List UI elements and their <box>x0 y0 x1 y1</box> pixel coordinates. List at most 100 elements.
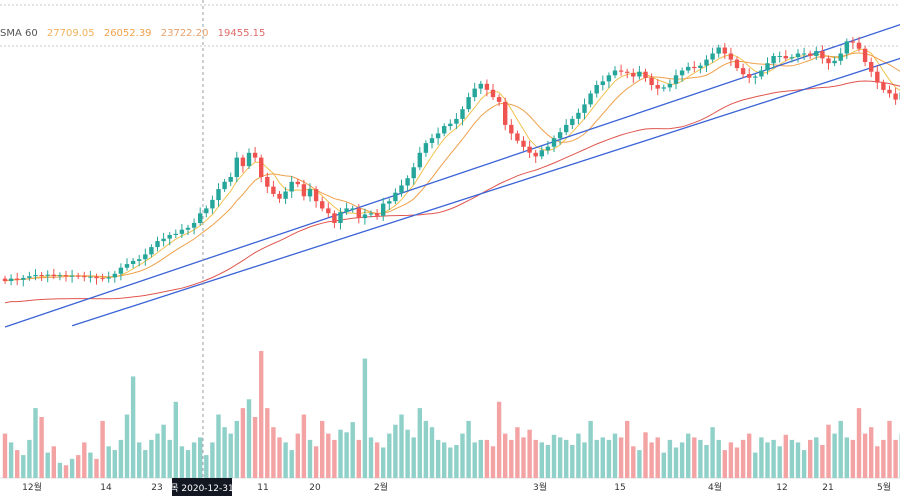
candle <box>106 271 111 283</box>
volume-bar <box>137 442 142 478</box>
volume-bar <box>698 439 703 478</box>
volume-bar <box>893 439 898 478</box>
x-tick-label: 12월 <box>22 481 42 493</box>
volume-bar <box>521 437 526 478</box>
x-tick-label: 20 <box>309 483 321 493</box>
volume-bar <box>686 433 691 478</box>
candle <box>222 178 227 192</box>
candle <box>716 44 721 58</box>
volume-bar <box>143 450 148 478</box>
candle <box>271 180 276 197</box>
volume-bar <box>856 408 862 478</box>
candle <box>594 80 599 98</box>
candle <box>405 175 410 191</box>
volume-bar <box>277 437 282 478</box>
candle <box>265 172 270 194</box>
volume-bar <box>625 420 630 478</box>
volume-bar <box>600 437 605 478</box>
candle <box>173 229 178 238</box>
candle <box>466 92 471 113</box>
volume-bar <box>533 439 538 478</box>
legend-value-3: 23722.20 <box>160 28 209 39</box>
volume-bar <box>551 434 557 478</box>
volume-bar <box>222 427 227 478</box>
candle <box>747 68 752 84</box>
candle <box>869 57 874 78</box>
candle <box>631 68 636 84</box>
volume-bar <box>509 439 514 478</box>
volume-bar <box>472 442 477 478</box>
candle <box>618 64 624 76</box>
volume-bar <box>826 424 831 478</box>
candle <box>600 75 605 91</box>
x-tick-label: 5월 <box>877 481 891 493</box>
volume-bar <box>320 420 325 478</box>
volume-bar <box>515 427 520 478</box>
candle <box>667 79 673 92</box>
candle <box>588 90 593 108</box>
x-tick-label: 14 <box>100 483 112 493</box>
candle <box>149 244 154 258</box>
candle <box>564 119 569 136</box>
volume-bar <box>429 427 435 478</box>
volume-bar <box>795 442 801 478</box>
candle <box>856 36 862 52</box>
candle <box>246 148 252 169</box>
candle <box>862 45 868 67</box>
candle <box>448 119 453 131</box>
volume-bar <box>618 437 624 478</box>
volume-bar <box>399 414 404 478</box>
candle <box>204 205 209 218</box>
candle <box>21 274 26 287</box>
volume-bar <box>545 445 551 478</box>
volume-bar <box>734 447 740 478</box>
volume-bar <box>496 401 502 478</box>
volume-bar <box>338 429 343 478</box>
volume-bar <box>326 433 331 478</box>
candle <box>411 162 416 185</box>
candle <box>814 46 819 61</box>
candle <box>496 94 502 107</box>
volume-bar <box>887 420 892 478</box>
candle <box>582 98 587 120</box>
volume-bar <box>313 446 319 479</box>
candle <box>503 97 508 131</box>
volume-bar <box>82 442 87 478</box>
candle <box>100 273 105 282</box>
volume-bar <box>332 439 337 478</box>
candle <box>57 272 63 281</box>
candle <box>69 269 75 283</box>
volume-bar <box>240 408 246 478</box>
candle <box>228 172 233 186</box>
x-tick-label: 23 <box>151 483 162 493</box>
candle <box>191 218 197 235</box>
candle <box>289 175 294 199</box>
candle <box>539 145 544 160</box>
candle <box>454 113 459 130</box>
candle <box>356 204 361 224</box>
candle <box>625 68 630 79</box>
candle <box>710 47 715 63</box>
candle <box>76 272 81 280</box>
volume-bar <box>704 445 709 478</box>
candle <box>283 187 288 205</box>
candle <box>777 51 782 63</box>
volume-bar <box>405 429 410 478</box>
volume-bar <box>51 446 56 479</box>
volume-bar <box>631 446 636 479</box>
candle <box>417 146 422 171</box>
legend-value-4: 19455.15 <box>217 28 266 39</box>
volume-bar <box>234 420 239 478</box>
candle <box>259 154 264 183</box>
candle <box>423 140 429 157</box>
candle <box>740 63 746 79</box>
legend-value-1: 27709.05 <box>46 28 95 39</box>
volume-bar <box>679 442 685 478</box>
volume-bar <box>15 450 20 478</box>
volume-bar <box>435 439 441 478</box>
volume-bar <box>661 452 666 478</box>
candle <box>143 248 148 266</box>
volume-bar <box>728 442 734 478</box>
ma-5-line <box>4 48 900 282</box>
